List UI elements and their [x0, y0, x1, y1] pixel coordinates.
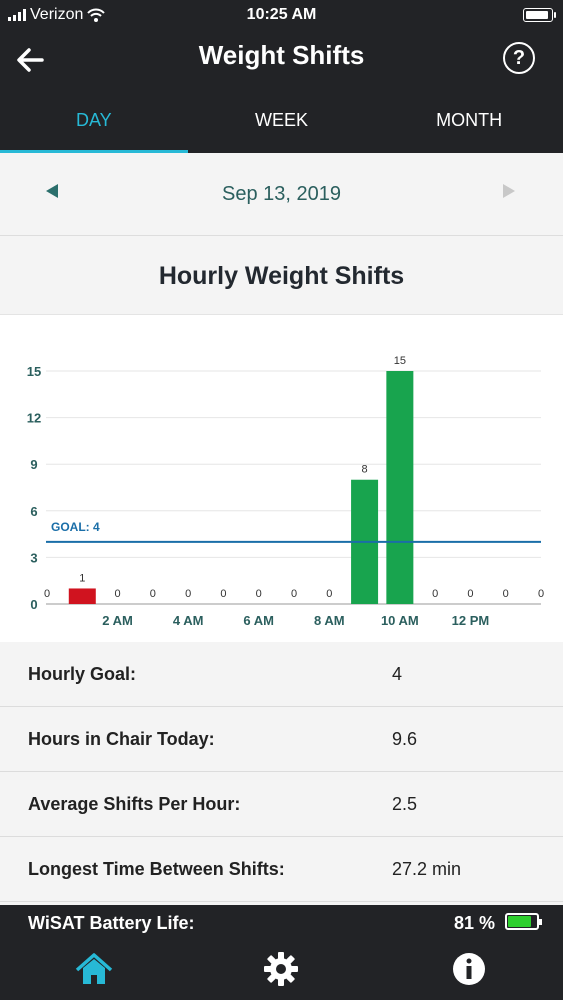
- x-tick-label: 8 AM: [314, 613, 345, 628]
- stat-row: Hourly Goal: 4: [0, 642, 563, 707]
- chart-title: Hourly Weight Shifts: [0, 236, 563, 315]
- next-day-icon[interactable]: [503, 184, 515, 198]
- tab-week[interactable]: WEEK: [255, 110, 309, 130]
- status-time: 10:25 AM: [246, 6, 317, 23]
- x-tick-label: 6 AM: [243, 613, 274, 628]
- x-tick-label: 12 PM: [452, 613, 490, 628]
- battery-icon: [505, 913, 542, 930]
- battery-percent: 81 %: [453, 913, 495, 933]
- stats-list: Hourly Goal: 4 Hours in Chair Today: 9.6…: [0, 642, 563, 902]
- stat-value: 2.5: [392, 794, 418, 814]
- x-tick-label: 10 AM: [381, 613, 419, 628]
- stat-row: Longest Time Between Shifts: 27.2 min: [0, 837, 563, 902]
- wifi-icon: [87, 8, 106, 22]
- y-tick-label: 9: [30, 457, 37, 472]
- data-label: 0: [185, 588, 191, 600]
- tab-month[interactable]: MONTH: [436, 110, 503, 130]
- data-label: 0: [326, 588, 332, 600]
- data-label: 0: [291, 588, 297, 600]
- data-label: 0: [256, 588, 262, 600]
- top-bar: Verizon 10:25 AM Weight Shifts ? DAY WEE…: [0, 0, 563, 153]
- stat-value: 9.6: [392, 729, 418, 749]
- data-label: 1: [79, 572, 85, 584]
- bar: [68, 588, 96, 604]
- data-label: 0: [432, 588, 438, 600]
- carrier-name: Verizon: [30, 6, 84, 23]
- back-arrow-icon[interactable]: [14, 44, 46, 76]
- previous-day-icon[interactable]: [46, 184, 58, 198]
- stat-value: 27.2 min: [392, 859, 462, 879]
- y-tick-label: 12: [27, 411, 41, 426]
- data-label: 0: [220, 588, 226, 600]
- current-date: Sep 13, 2019: [222, 183, 341, 205]
- stat-row: Average Shifts Per Hour: 2.5: [0, 772, 563, 837]
- date-navigator: Sep 13, 2019: [0, 153, 563, 236]
- stat-label: Hours in Chair Today:: [28, 729, 215, 749]
- info-icon[interactable]: [449, 949, 489, 989]
- stat-label: Longest Time Between Shifts:: [28, 859, 285, 879]
- home-icon[interactable]: [74, 949, 114, 989]
- stat-row: Hours in Chair Today: 9.6: [0, 707, 563, 772]
- status-bar: Verizon 10:25 AM: [0, 0, 563, 30]
- data-label: 0: [503, 588, 509, 600]
- gear-icon[interactable]: [261, 949, 301, 989]
- bottom-nav: [0, 943, 563, 1000]
- goal-label: GOAL: 4: [51, 520, 100, 534]
- data-label: 8: [362, 464, 368, 476]
- data-label: 0: [150, 588, 156, 600]
- y-tick-label: 3: [30, 550, 37, 565]
- stat-label: Hourly Goal:: [28, 664, 137, 684]
- help-icon[interactable]: ?: [503, 42, 535, 74]
- phone-battery-icon: [523, 8, 556, 22]
- data-label: 0: [44, 588, 50, 600]
- stat-value: 4: [392, 664, 403, 684]
- y-tick-label: 6: [30, 504, 37, 519]
- stat-label: Average Shifts Per Hour:: [28, 794, 241, 814]
- carrier-group: Verizon: [8, 6, 106, 24]
- bar: [386, 371, 414, 604]
- tab-day[interactable]: DAY: [0, 90, 188, 153]
- data-label: 0: [538, 588, 544, 600]
- signal-icon: [8, 9, 26, 21]
- data-label: 0: [115, 588, 121, 600]
- battery-label: WiSAT Battery Life:: [28, 913, 195, 933]
- x-tick-label: 4 AM: [173, 613, 204, 628]
- data-label: 0: [467, 588, 473, 600]
- tab-bar: DAY WEEK MONTH: [0, 90, 563, 153]
- page-title: Weight Shifts: [198, 40, 365, 70]
- x-tick-label: 2 AM: [102, 613, 133, 628]
- header: Weight Shifts ?: [0, 30, 563, 90]
- data-label: 15: [394, 355, 406, 367]
- bottom-bar: WiSAT Battery Life: 81 %: [0, 905, 563, 1000]
- y-tick-label: 15: [27, 364, 41, 379]
- y-tick-label: 0: [30, 597, 37, 612]
